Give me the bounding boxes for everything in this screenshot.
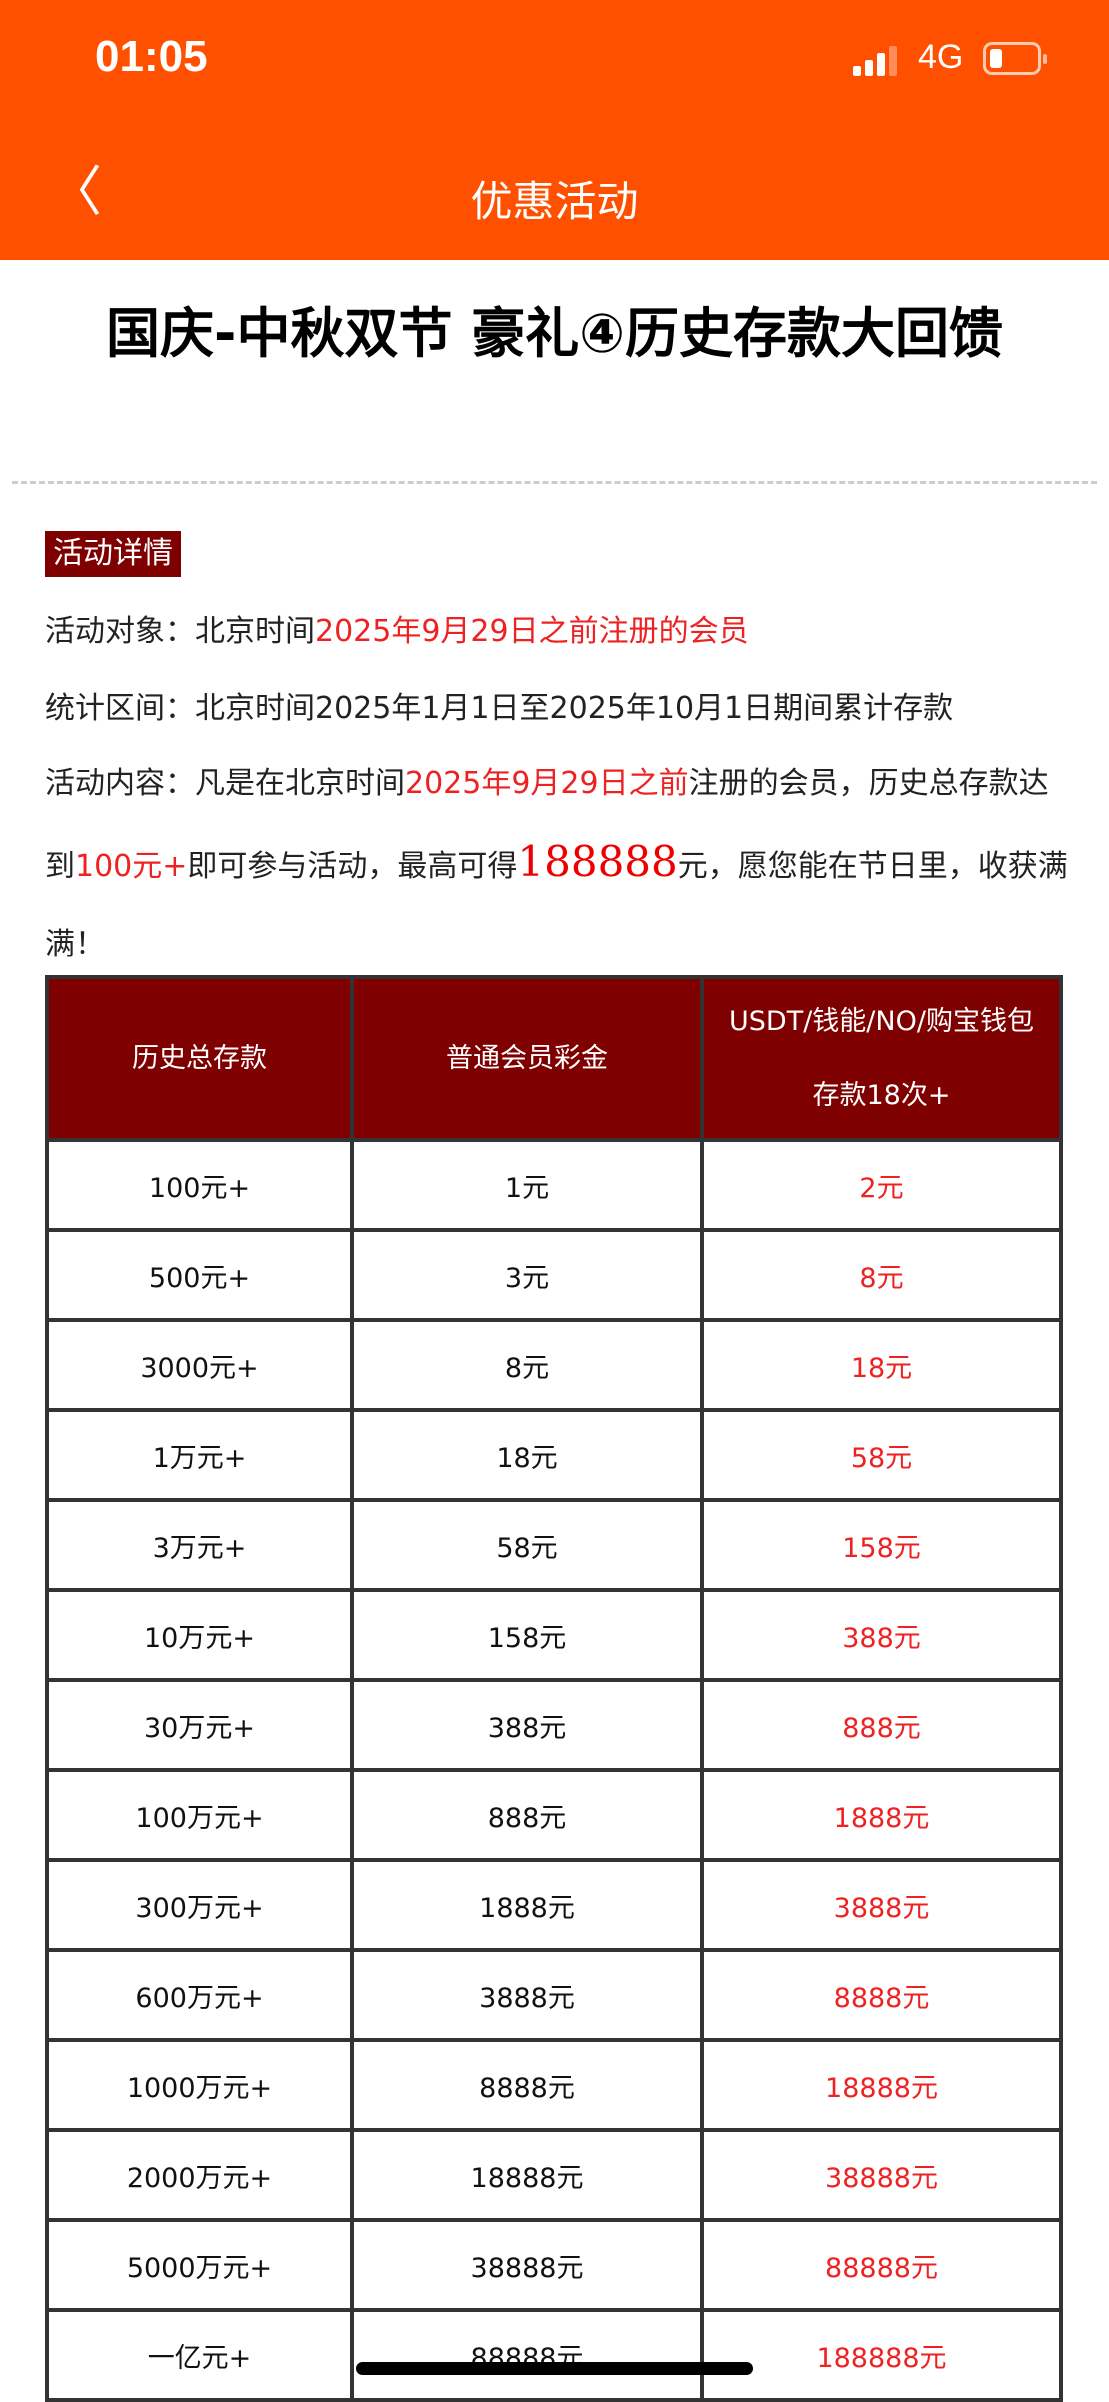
regular-bonus-cell: 8888元 <box>350 2038 704 2132</box>
regular-bonus-cell: 38888元 <box>350 2218 704 2312</box>
wallet-bonus-cell: 388元 <box>700 1588 1063 1682</box>
regular-bonus-cell: 3888元 <box>350 1948 704 2042</box>
target-value: 2025年9月29日之前注册的会员 <box>315 614 749 649</box>
table-row: 一亿元+ 88888元 188888元 <box>45 2308 1063 2402</box>
deposit-cell: 一亿元+ <box>45 2308 354 2402</box>
deposit-cell: 3000元+ <box>45 1318 354 1412</box>
regular-bonus-cell: 8元 <box>350 1318 704 1412</box>
table-row: 5000万元+ 38888元 88888元 <box>45 2218 1063 2312</box>
deposit-cell: 600万元+ <box>45 1948 354 2042</box>
table-row: 3000元+ 8元 18元 <box>45 1318 1063 1412</box>
wallet-bonus-cell: 8888元 <box>700 1948 1063 2042</box>
content-text: 注册的会员，历史总存款达到 <box>45 766 1049 884</box>
deposit-cell: 5000万元+ <box>45 2218 354 2312</box>
deposit-cell: 30万元+ <box>45 1678 354 1772</box>
table-row: 30万元+ 388元 888元 <box>45 1678 1063 1772</box>
status-time: 01:05 <box>95 32 208 81</box>
wallet-bonus-cell: 188888元 <box>700 2308 1063 2402</box>
wallet-bonus-cell: 2元 <box>700 1138 1063 1232</box>
deposit-cell: 1000万元+ <box>45 2038 354 2132</box>
content-text: 元，愿您能在节日里，收获满满！ <box>45 849 1068 962</box>
wallet-bonus-cell: 58元 <box>700 1408 1063 1502</box>
deposit-cell: 3万元+ <box>45 1498 354 1592</box>
wallet-bonus-cell: 1888元 <box>700 1768 1063 1862</box>
wallet-bonus-cell: 18888元 <box>700 2038 1063 2132</box>
table-row: 1000万元+ 8888元 18888元 <box>45 2038 1063 2132</box>
deposit-cell: 100元+ <box>45 1138 354 1232</box>
promo-title: 国庆-中秋双节 豪礼④历史存款大回馈 <box>106 302 1003 365</box>
regular-bonus-cell: 18888元 <box>350 2128 704 2222</box>
wallet-bonus-cell: 8元 <box>700 1228 1063 1322</box>
header-cell: 普通会员彩金 <box>350 975 704 1142</box>
regular-bonus-cell: 1元 <box>350 1138 704 1232</box>
deposit-cell: 300万元+ <box>45 1858 354 1952</box>
table-row: 600万元+ 3888元 8888元 <box>45 1948 1063 2042</box>
regular-bonus-cell: 1888元 <box>350 1858 704 1952</box>
wallet-bonus-cell: 18元 <box>700 1318 1063 1412</box>
bonus-table: 历史总存款 普通会员彩金 USDT/钱能/NO/购宝钱包存款18次+ 100元+… <box>45 975 1063 2402</box>
content-text: 即可参与活动，最高可得 <box>187 849 518 884</box>
network-label: 4G <box>918 38 964 76</box>
wallet-bonus-cell: 3888元 <box>700 1858 1063 1952</box>
back-button[interactable]: 〈 <box>48 160 102 223</box>
content-date: 2025年9月29日之前 <box>405 766 689 801</box>
table-row: 3万元+ 58元 158元 <box>45 1498 1063 1592</box>
deposit-cell: 2000万元+ <box>45 2128 354 2222</box>
target-line: 活动对象：北京时间2025年9月29日之前注册的会员 <box>45 593 1069 671</box>
wallet-bonus-cell: 888元 <box>700 1678 1063 1772</box>
regular-bonus-cell: 158元 <box>350 1588 704 1682</box>
section-tag: 活动详情 <box>45 531 181 577</box>
table-row: 1万元+ 18元 58元 <box>45 1408 1063 1502</box>
table-row: 100万元+ 888元 1888元 <box>45 1768 1063 1862</box>
table-row: 2000万元+ 18888元 38888元 <box>45 2128 1063 2222</box>
deposit-cell: 500元+ <box>45 1228 354 1322</box>
table-row: 10万元+ 158元 388元 <box>45 1588 1063 1682</box>
deposit-cell: 100万元+ <box>45 1768 354 1862</box>
regular-bonus-cell: 18元 <box>350 1408 704 1502</box>
content-min: 100元+ <box>75 849 188 884</box>
divider <box>12 481 1097 484</box>
content-paragraph: 活动内容：凡是在北京时间2025年9月29日之前注册的会员，历史总存款达到100… <box>45 745 1069 984</box>
home-indicator[interactable] <box>356 2362 753 2375</box>
header-cell: 历史总存款 <box>45 975 354 1142</box>
deposit-cell: 1万元+ <box>45 1408 354 1502</box>
deposit-cell: 10万元+ <box>45 1588 354 1682</box>
wallet-bonus-cell: 38888元 <box>700 2128 1063 2222</box>
period-line: 统计区间：北京时间2025年1月1日至2025年10月1日期间累计存款 <box>45 691 954 726</box>
table-row: 500元+ 3元 8元 <box>45 1228 1063 1322</box>
regular-bonus-cell: 58元 <box>350 1498 704 1592</box>
wallet-bonus-cell: 158元 <box>700 1498 1063 1592</box>
regular-bonus-cell: 388元 <box>350 1678 704 1772</box>
regular-bonus-cell: 3元 <box>350 1228 704 1322</box>
table-row: 100元+ 1元 2元 <box>45 1138 1063 1232</box>
regular-bonus-cell: 888元 <box>350 1768 704 1862</box>
wallet-bonus-cell: 88888元 <box>700 2218 1063 2312</box>
target-label: 活动对象：北京时间 <box>45 614 315 649</box>
table-row: 300万元+ 1888元 3888元 <box>45 1858 1063 1952</box>
battery-icon <box>983 42 1047 75</box>
signal-icon <box>853 44 897 76</box>
header-cell: USDT/钱能/NO/购宝钱包存款18次+ <box>700 975 1063 1142</box>
page-title: 优惠活动 <box>470 177 639 226</box>
content-max: 188888 <box>517 837 678 886</box>
content-text: 活动内容：凡是在北京时间 <box>45 766 405 801</box>
header-bar: 01:05 4G 〈 优惠活动 <box>0 0 1109 260</box>
regular-bonus-cell: 88888元 <box>350 2308 704 2402</box>
